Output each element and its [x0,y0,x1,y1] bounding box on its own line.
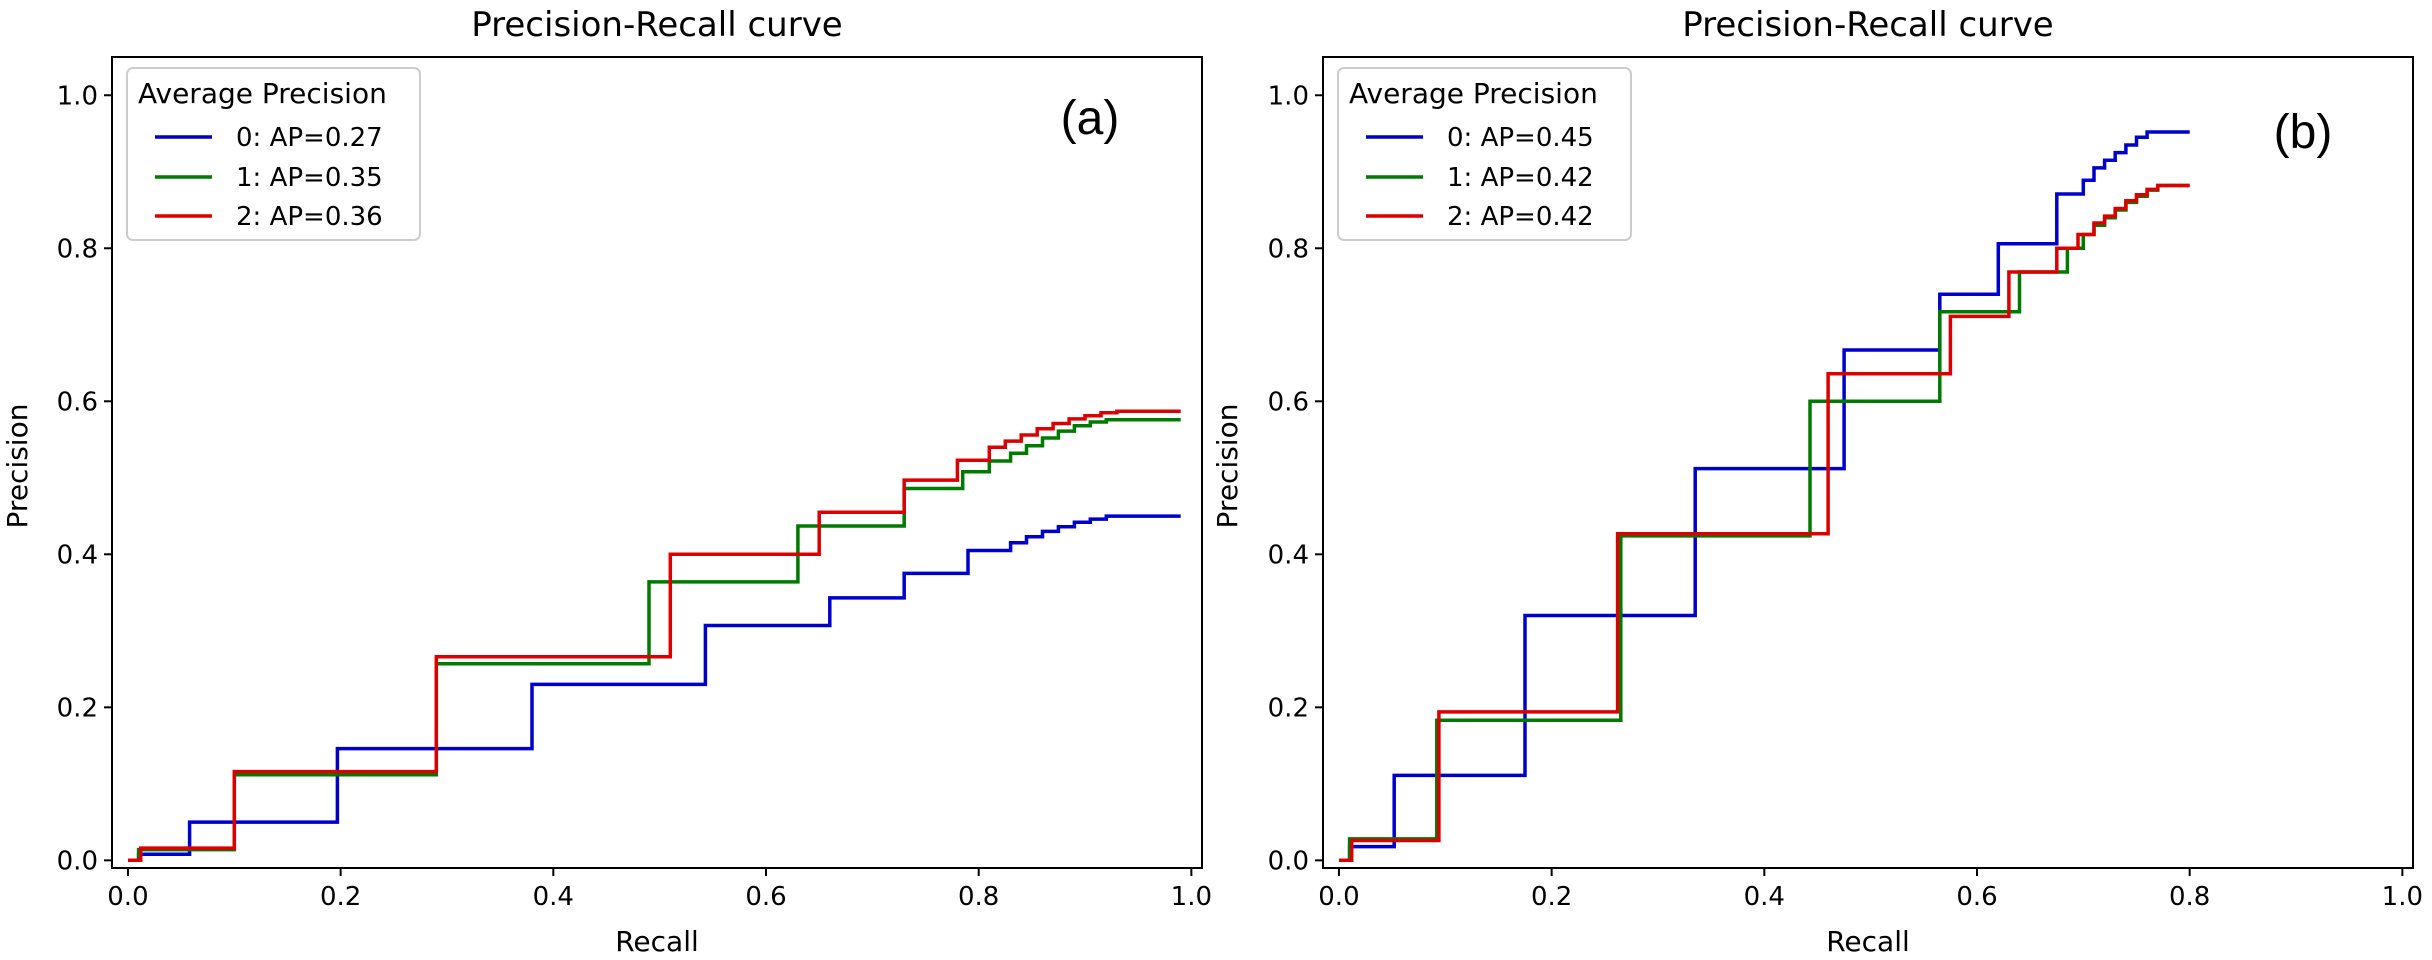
x-tick-label: 0.4 [1744,882,1785,912]
series-line-0 [128,514,1181,863]
panel-label: (b) [2274,106,2333,159]
legend: Average Precision 0: AP=0.27 1: AP=0.35 … [126,67,421,241]
series-line-2 [128,409,1181,863]
x-tick-label: 0.0 [1318,882,1359,912]
x-axis-label: Recall [615,925,699,958]
plot-area [1339,130,2190,863]
legend: Average Precision 0: AP=0.45 1: AP=0.42 … [1337,67,1632,241]
legend-entry-series-2: 2: AP=0.36 [236,202,383,232]
y-tick-label: 0.0 [57,846,98,876]
legend-title: Average Precision [138,77,387,110]
y-tick-label: 0.6 [1268,387,1309,417]
panel-label: (a) [1061,92,1120,145]
y-tick-label: 0.8 [1268,234,1309,264]
x-axis-label: Recall [1826,925,1910,958]
chart-panel-b: Precision-Recall curve 0.0 0.2 0.4 0.6 0.8 1.… [1211,5,2423,958]
x-tick-label: 1.0 [2382,882,2423,912]
y-tick-label: 0.4 [1268,540,1309,570]
legend-entry-series-0: 0: AP=0.27 [236,123,383,153]
x-tick-label: 0.8 [2169,882,2210,912]
y-tick-label: 1.0 [57,81,98,111]
chart-title: Precision-Recall curve [1682,5,2053,45]
x-tick-label: 1.0 [1171,882,1212,912]
chart-title: Precision-Recall curve [471,5,842,45]
y-tick-label: 0.2 [57,693,98,723]
x-tick-label: 0.0 [107,882,148,912]
x-tick-label: 0.6 [745,882,786,912]
y-axis-label: Precision [1,404,34,529]
x-tick-label: 0.2 [1531,882,1572,912]
y-tick-label: 0.6 [57,387,98,417]
series-line-0 [1339,130,2190,863]
axes-frame [1322,56,2414,869]
legend-entry-series-1: 1: AP=0.42 [1447,163,1594,193]
y-tick-label: 0.4 [57,540,98,570]
x-tick-label: 0.8 [958,882,999,912]
legend-title: Average Precision [1349,77,1598,110]
series-line-2 [1339,183,2190,863]
legend-entry-series-0: 0: AP=0.45 [1447,123,1594,153]
legend-entry-series-2: 2: AP=0.42 [1447,202,1594,232]
y-tick-label: 0.8 [57,234,98,264]
legend-box [1337,67,1632,241]
x-tick-label: 0.4 [533,882,574,912]
chart-panel-a: Precision-Recall curve 0.0 0.2 0.4 0.6 0.8 1.… [1,5,1212,958]
y-tick-label: 0.2 [1268,693,1309,723]
y-axis-label: Precision [1211,404,1244,529]
y-tick-label: 0.0 [1268,846,1309,876]
axes-frame [111,56,1203,869]
y-tick-label: 1.0 [1268,81,1309,111]
plot-area [128,409,1181,863]
x-tick-label: 0.6 [1956,882,1997,912]
legend-entry-series-1: 1: AP=0.35 [236,163,383,193]
x-tick-label: 0.2 [320,882,361,912]
legend-box [126,67,421,241]
